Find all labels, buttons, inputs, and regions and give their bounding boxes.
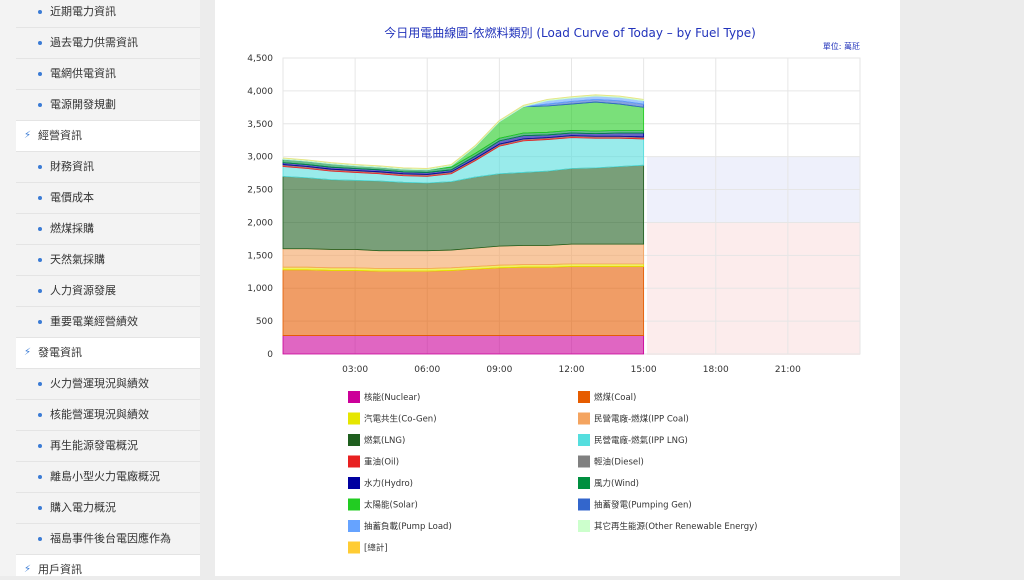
- menu-item[interactable]: 財務資訊: [16, 152, 200, 183]
- menu-item[interactable]: 福島事件後台電因應作為: [16, 524, 200, 555]
- y-tick-label: 0: [267, 350, 273, 360]
- legend-swatch: [348, 391, 360, 403]
- legend-label: 輕油(Diesel): [594, 457, 644, 468]
- x-tick-label: 18:00: [703, 365, 729, 375]
- y-tick-label: 1,000: [247, 284, 273, 294]
- area: [282, 335, 645, 355]
- legend-swatch: [348, 434, 360, 446]
- legend-swatch: [348, 477, 360, 489]
- band: [647, 223, 860, 355]
- menu-item[interactable]: 再生能源發電概況: [16, 431, 200, 462]
- menu-item[interactable]: 近期電力資訊: [16, 0, 200, 28]
- x-tick-label: 15:00: [631, 365, 657, 375]
- menu-item[interactable]: 電價成本: [16, 183, 200, 214]
- legend-swatch: [578, 391, 590, 403]
- menu-item[interactable]: 電網供電資訊: [16, 59, 200, 90]
- menu-item[interactable]: 離島小型火力電廠概況: [16, 462, 200, 493]
- unit-label: 單位: 萬瓩: [823, 41, 860, 51]
- y-tick-label: 4,500: [247, 54, 273, 64]
- legend-swatch: [578, 520, 590, 532]
- legend-swatch: [348, 412, 360, 425]
- legend-label: 其它再生能源(Other Renewable Energy): [594, 521, 757, 532]
- y-tick-label: 3,000: [247, 153, 273, 163]
- legend-label: 抽蓄負載(Pump Load): [364, 521, 452, 532]
- menu-item[interactable]: 火力營運現況與績效: [16, 369, 200, 400]
- legend-label: 風力(Wind): [594, 478, 639, 489]
- x-tick-label: 12:00: [559, 365, 585, 375]
- legend-swatch: [578, 455, 590, 468]
- y-tick-label: 2,500: [247, 186, 273, 196]
- y-tick-label: 2,000: [247, 218, 273, 228]
- legend-swatch: [348, 498, 360, 511]
- x-tick-label: 06:00: [414, 365, 440, 375]
- legend-label: 燃氣(LNG): [364, 435, 405, 446]
- menu-item[interactable]: 購入電力概況: [16, 493, 200, 524]
- legend-swatch: [348, 541, 360, 554]
- menu-item[interactable]: 電源開發規劃: [16, 90, 200, 121]
- legend-swatch: [578, 412, 590, 425]
- x-tick-label: 09:00: [486, 365, 512, 375]
- legend-label: 抽蓄發電(Pumping Gen): [594, 500, 692, 511]
- y-tick-label: 500: [256, 317, 273, 327]
- menu-header[interactable]: 發電資訊: [16, 338, 200, 369]
- legend-label: 民營電廠-燃氣(IPP LNG): [594, 435, 688, 446]
- legend-label: 燃煤(Coal): [594, 392, 636, 403]
- legend-swatch: [348, 455, 360, 468]
- legend-label: 汽電共生(Co-Gen): [364, 414, 437, 425]
- menu-header[interactable]: 經營資訊: [16, 121, 200, 152]
- main-panel: 今日用電曲線圖-依燃料類別 (Load Curve of Today – by …: [215, 0, 900, 576]
- menu-item[interactable]: 天然氣採購: [16, 245, 200, 276]
- menu-item[interactable]: 人力資源發展: [16, 276, 200, 307]
- chart-title: 今日用電曲線圖-依燃料類別 (Load Curve of Today – by …: [384, 25, 756, 40]
- x-tick-label: 21:00: [775, 365, 801, 375]
- legend-swatch: [348, 520, 360, 532]
- legend-swatch: [578, 434, 590, 446]
- legend-label: 重油(Oil): [364, 457, 399, 468]
- legend-label: 民營電廠-燃煤(IPP Coal): [594, 414, 689, 425]
- legend-swatch: [578, 477, 590, 489]
- area: [282, 266, 645, 336]
- legend-label: [總計]: [364, 543, 388, 554]
- legend-label: 太陽能(Solar): [364, 500, 418, 511]
- legend-label: 水力(Hydro): [364, 478, 413, 489]
- legend-label: 核能(Nuclear): [364, 392, 420, 403]
- y-tick-label: 1,500: [247, 251, 273, 261]
- sidebar: 近期電力資訊過去電力供需資訊電網供電資訊電源開發規劃經營資訊財務資訊電價成本燃煤…: [0, 0, 200, 576]
- legend-swatch: [578, 498, 590, 511]
- menu-header[interactable]: 用戶資訊: [16, 555, 200, 576]
- menu-item[interactable]: 過去電力供需資訊: [16, 28, 200, 59]
- menu-item[interactable]: 燃煤採購: [16, 214, 200, 245]
- menu-item[interactable]: 重要電業經營績效: [16, 307, 200, 338]
- total-line: [282, 94, 644, 170]
- chart: 今日用電曲線圖-依燃料類別 (Load Curve of Today – by …: [247, 25, 861, 554]
- x-tick-label: 03:00: [342, 365, 368, 375]
- y-tick-label: 3,500: [247, 120, 273, 130]
- y-tick-label: 4,000: [247, 87, 273, 97]
- menu-item[interactable]: 核能營運現況與績效: [16, 400, 200, 431]
